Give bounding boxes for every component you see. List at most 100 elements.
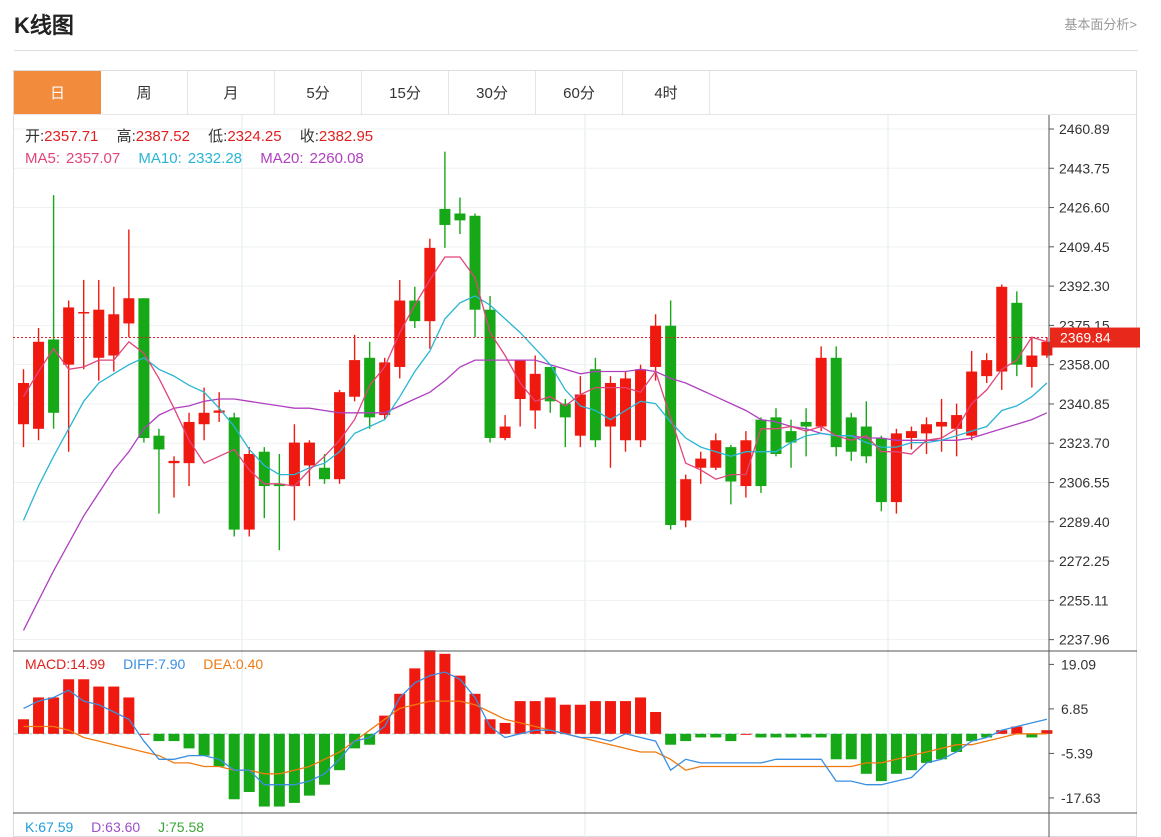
- price-tick-label: 2409.45: [1059, 239, 1110, 255]
- macd-bar: [921, 733, 932, 763]
- candle-body: [18, 383, 29, 425]
- candle-body: [574, 394, 586, 436]
- macd-bar: [243, 733, 255, 792]
- macd-bar: [650, 712, 662, 734]
- tab-15min[interactable]: 15分: [362, 71, 449, 114]
- candle-body: [108, 314, 120, 356]
- macd-bar: [544, 697, 556, 734]
- macd-bar: [78, 679, 90, 734]
- candle-body: [484, 309, 496, 438]
- macd-bar: [138, 733, 150, 735]
- candle-body: [288, 442, 300, 487]
- tab-4hour[interactable]: 4时: [623, 71, 710, 114]
- macd-bar: [559, 704, 571, 734]
- macd-dea-line: [23, 700, 1047, 775]
- macd-bar: [589, 701, 601, 734]
- candle-body: [695, 458, 707, 468]
- macd-bar: [936, 733, 948, 760]
- tab-week[interactable]: 周: [101, 71, 188, 114]
- macd-bar: [303, 733, 315, 796]
- candle-body: [921, 424, 932, 434]
- candle-body: [559, 403, 571, 418]
- macd-bar: [93, 686, 105, 734]
- macd-bar: [785, 733, 797, 738]
- candle-body: [1026, 355, 1038, 367]
- macd-bar: [845, 733, 857, 760]
- candle-body: [123, 298, 135, 324]
- macd-bar: [604, 701, 616, 734]
- macd-axis: 19.09 6.85 -5.39 -17.63: [1049, 656, 1101, 806]
- candle-body: [78, 311, 90, 314]
- price-tick-label: 2306.55: [1059, 475, 1110, 491]
- macd-bar: [409, 668, 421, 734]
- macd-bar: [228, 733, 240, 800]
- candle-body: [379, 362, 391, 416]
- price-tick-label: 2426.60: [1059, 200, 1110, 216]
- macd-bar: [665, 733, 677, 745]
- candle-body: [334, 392, 346, 480]
- price-tick-label: 2443.75: [1059, 160, 1110, 176]
- candle-body: [770, 417, 782, 455]
- candle-body: [529, 373, 541, 411]
- candle-body: [785, 431, 797, 443]
- candle-body: [905, 431, 917, 438]
- macd-bar: [620, 701, 631, 734]
- price-tick-label: 2358.00: [1059, 357, 1110, 373]
- candle-body: [604, 383, 616, 427]
- candle-body: [63, 307, 75, 365]
- candle-body: [830, 357, 842, 448]
- macd-bar: [860, 733, 872, 774]
- candle-body: [650, 325, 662, 367]
- tab-60min[interactable]: 60分: [536, 71, 623, 114]
- macd-bar: [966, 733, 978, 742]
- tabs-divider: [14, 114, 1137, 115]
- period-tabs: 日 周 月 5分 15分 30分 60分 4时: [14, 71, 710, 114]
- candle-body: [815, 357, 827, 427]
- kdj-info: K:67.59 D:63.60 J:75.58: [25, 819, 204, 835]
- candle-body: [198, 412, 210, 425]
- chart-grid: [14, 115, 1049, 837]
- macd-bar: [514, 701, 526, 734]
- ma-lines: [22, 256, 1048, 631]
- candle-body: [845, 417, 857, 452]
- candle-body: [514, 360, 526, 400]
- candle-body: [875, 437, 887, 503]
- tab-day[interactable]: 日: [14, 71, 101, 114]
- price-tick-label: 2340.85: [1059, 396, 1110, 412]
- macd-bar: [288, 733, 300, 803]
- candle-body: [499, 426, 511, 438]
- macd-info: MACD:14.99 DIFF:7.90 DEA:0.40: [25, 656, 263, 672]
- price-tick-label: 2460.89: [1059, 121, 1110, 137]
- header-divider: [14, 50, 1138, 51]
- candle-body: [800, 421, 812, 427]
- tab-month[interactable]: 月: [188, 71, 275, 114]
- macd-tick-label: 19.09: [1061, 656, 1096, 672]
- candle-body: [725, 447, 737, 482]
- page-title: K线图: [14, 13, 74, 38]
- price-axis: 2460.892443.752426.602409.452392.302375.…: [1049, 121, 1110, 648]
- macd-bar: [273, 733, 285, 807]
- macd-bar: [258, 733, 270, 807]
- macd-bar: [951, 733, 963, 752]
- fundamental-analysis-link[interactable]: 基本面分析>: [1064, 17, 1137, 32]
- macd-bar: [830, 733, 842, 760]
- candle-body: [755, 419, 767, 487]
- macd-bar: [168, 733, 180, 742]
- macd-panel: [14, 650, 1053, 807]
- candle-body: [544, 366, 556, 402]
- macd-bar: [424, 650, 436, 734]
- candle-body: [589, 369, 601, 441]
- tab-30min[interactable]: 30分: [449, 71, 536, 114]
- current-price-box: [1050, 327, 1140, 348]
- price-tick-label: 2237.96: [1059, 632, 1110, 648]
- candle-body: [469, 215, 481, 310]
- candle-body: [951, 415, 963, 429]
- tab-5min[interactable]: 5分: [275, 71, 362, 114]
- candle-body: [635, 369, 647, 441]
- candle-body: [1041, 341, 1053, 356]
- macd-bar: [454, 675, 466, 734]
- macd-bar: [394, 693, 406, 734]
- candle-body: [183, 421, 195, 464]
- candle-body: [168, 460, 180, 464]
